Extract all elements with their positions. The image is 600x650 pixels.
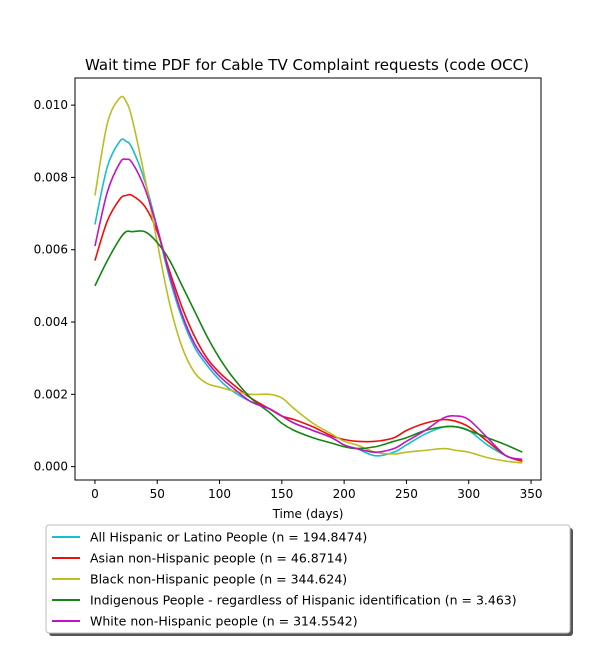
chart-title: Wait time PDF for Cable TV Complaint req… [85, 56, 529, 74]
legend-box [45, 524, 571, 634]
series-line-1 [94, 138, 523, 462]
x-tick-label: 200 [333, 487, 356, 501]
series-line-4 [94, 230, 523, 453]
x-tick-label: 150 [270, 487, 293, 501]
series-layer [94, 95, 523, 464]
x-axis-label: Time (days) [272, 507, 344, 521]
x-tick-label: 0 [91, 487, 99, 501]
legend: All Hispanic or Latino People (n = 194.8… [45, 524, 573, 636]
legend-label-2: Asian non-Hispanic people (n = 46.8714) [90, 551, 347, 566]
x-tick-label: 50 [150, 487, 165, 501]
legend-label-3: Black non-Hispanic people (n = 344.624) [90, 572, 347, 587]
legend-label-5: White non-Hispanic people (n = 314.5542) [90, 614, 358, 629]
legend-label-4: Indigenous People - regardless of Hispan… [90, 593, 517, 608]
series-line-5 [94, 158, 523, 461]
y-tick-label: 0.006 [34, 243, 68, 257]
y-tick-label: 0.002 [34, 387, 68, 401]
axis-ticks: 0 50 100 150 200 250 300 350 0.000 0.002 0.004 0.00… [34, 98, 543, 501]
legend-label-1: All Hispanic or Latino People (n = 194.8… [90, 530, 367, 545]
x-tick-label: 350 [520, 487, 543, 501]
series-line-3 [94, 95, 523, 464]
x-tick-label: 300 [457, 487, 480, 501]
legend-entries: All Hispanic or Latino People (n = 194.8… [52, 530, 517, 629]
y-tick-label: 0.004 [34, 315, 68, 329]
y-tick-label: 0.010 [34, 98, 68, 112]
y-tick-label: 0.000 [34, 460, 68, 474]
x-tick-label: 250 [395, 487, 418, 501]
y-tick-label: 0.008 [34, 170, 68, 184]
x-tick-label: 100 [208, 487, 231, 501]
plot-area [74, 77, 542, 481]
